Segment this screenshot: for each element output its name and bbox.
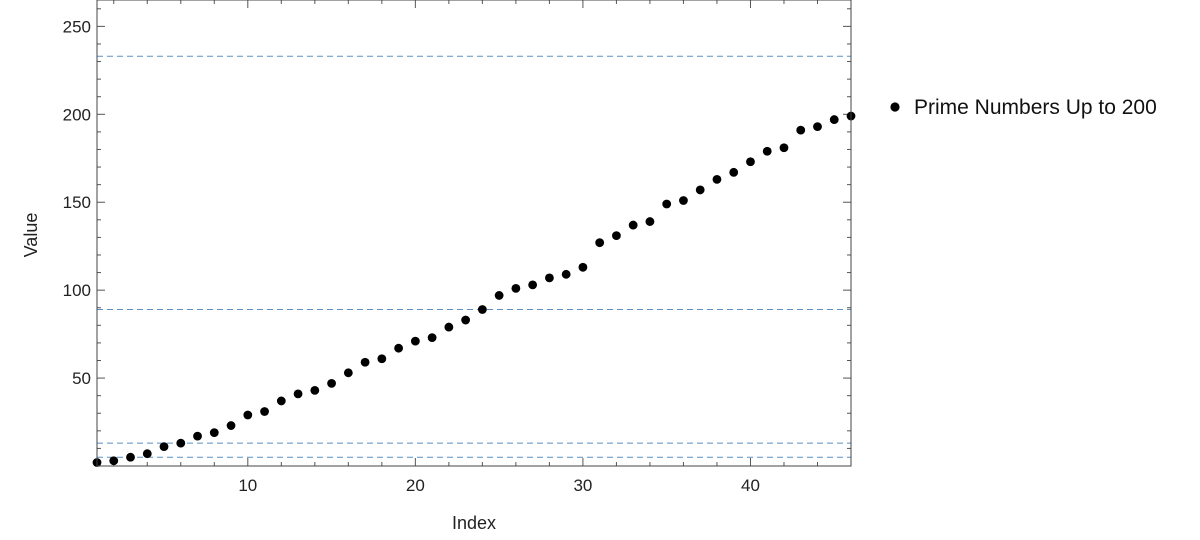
data-point: [410, 336, 420, 346]
data-point: [561, 269, 571, 279]
data-point: [746, 157, 755, 167]
y-tick-label: 250: [63, 17, 91, 36]
data-point: [226, 421, 236, 430]
data-point: [712, 174, 722, 184]
data-point: [444, 322, 454, 332]
y-tick-label: 200: [63, 105, 91, 124]
data-point: [595, 238, 605, 248]
data-point: [293, 389, 303, 399]
data-point: [260, 407, 269, 416]
data-point: [813, 122, 822, 132]
data-point: [829, 115, 839, 124]
x-axis-label: Index: [452, 513, 496, 533]
legend: Prime Numbers Up to 200: [890, 96, 1157, 119]
data-point: [662, 199, 672, 209]
x-tick-label: 40: [741, 476, 760, 495]
tick-labels: 10 20 30 40 50 100 150 200 250: [63, 17, 760, 495]
data-point: [628, 220, 638, 230]
y-tick-label: 50: [72, 369, 91, 388]
data-point: [528, 280, 538, 290]
legend-marker: [890, 102, 900, 112]
data-point: [427, 333, 437, 343]
axis-ticks: [97, 0, 852, 466]
data-point: [126, 452, 135, 462]
data-point: [327, 378, 336, 388]
data-point: [762, 146, 772, 156]
y-tick-label: 150: [63, 193, 91, 212]
data-point: [477, 305, 487, 314]
data-point: [176, 438, 186, 448]
data-point: [695, 185, 705, 195]
x-tick-label: 10: [238, 476, 257, 495]
data-point: [612, 231, 621, 241]
data-point: [360, 357, 370, 367]
data-point: [729, 167, 739, 177]
data-point: [310, 385, 320, 395]
reference-lines: [97, 55, 851, 458]
data-point: [679, 196, 688, 205]
data-point: [343, 368, 353, 378]
legend-label: Prime Numbers Up to 200: [914, 96, 1157, 119]
x-tick-label: 30: [573, 476, 592, 495]
data-point: [209, 428, 219, 437]
data-point: [276, 396, 286, 406]
data-point: [193, 431, 202, 441]
data-point: [109, 456, 119, 466]
x-tick-label: 20: [406, 476, 425, 495]
data-point: [545, 273, 554, 283]
data-point: [796, 125, 806, 135]
data-point: [243, 410, 253, 420]
data-point: [494, 291, 504, 300]
data-point: [779, 143, 789, 153]
data-point: [578, 262, 588, 272]
data-point: [394, 343, 403, 353]
data-points: [92, 111, 856, 467]
y-tick-label: 100: [63, 281, 91, 300]
data-point: [142, 449, 152, 459]
data-point: [461, 315, 471, 325]
data-point: [377, 354, 387, 364]
data-point: [159, 442, 169, 452]
data-point: [511, 283, 521, 293]
plot-frame: [96, 0, 852, 467]
y-axis-label: Value: [21, 213, 41, 258]
data-point: [645, 217, 655, 226]
